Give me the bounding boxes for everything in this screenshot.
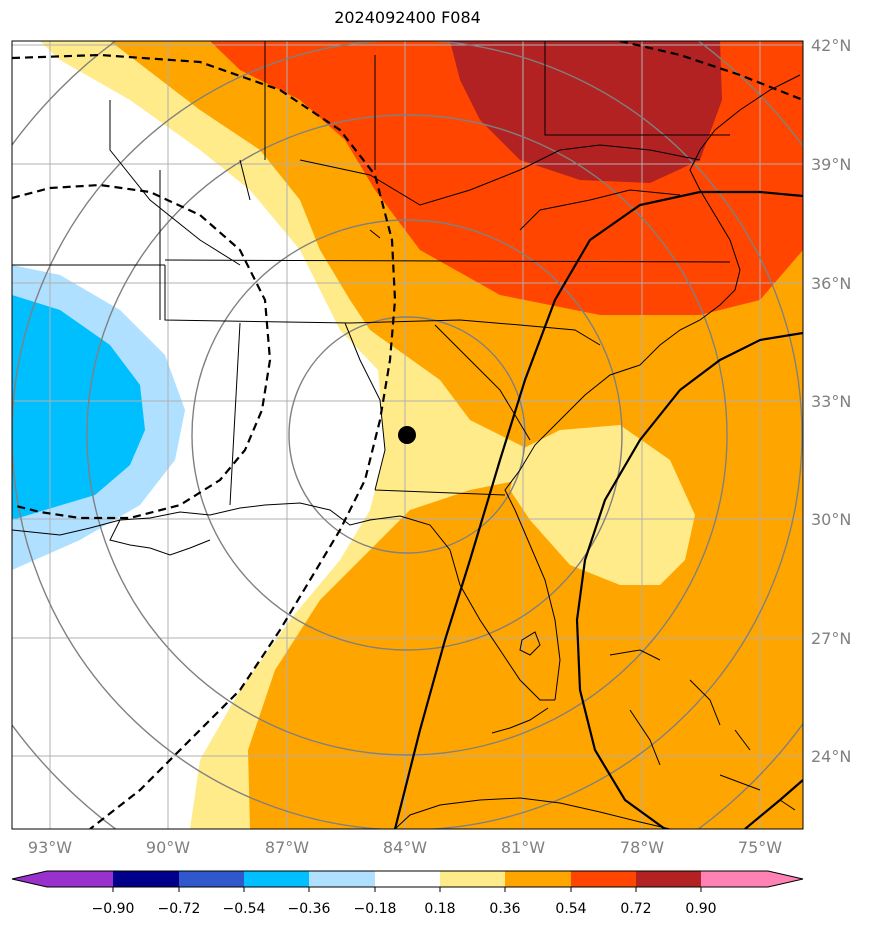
colorbar-segment [505,871,571,887]
colorbar-segment [440,871,505,887]
colorbar-label: 0.18 [424,901,455,917]
colorbar-segment [636,871,701,887]
colorbar-segment [768,871,803,887]
colorbar-segment [113,871,179,887]
map-frame [11,40,804,830]
atlantic-coast [504,74,801,701]
latitude-tick-label: 30°N [811,510,851,529]
map-title: 2024092400 F084 [334,8,481,27]
texas-louisiana-coast [109,519,211,556]
colorbar-label: 0.72 [620,901,651,917]
range-ring [191,219,623,651]
coastlines-and-borders [12,41,801,829]
dashed-contour-top-right [619,41,803,102]
colorbar-outline [11,870,804,888]
longitude-tick-label: 75°W [738,838,782,857]
latitude-tick-label: 42°N [811,36,851,55]
longitude-tick-label: 78°W [620,838,664,857]
dashed-contour-outer [12,53,397,829]
longitude-tick-label: 93°W [28,838,72,857]
colorbar-label: −0.72 [158,901,201,917]
contour-fills [12,41,803,829]
colorbar: −0.90 −0.72 −0.54 −0.36 −0.18 0.18 0.36 … [11,870,804,917]
range-ring [86,114,728,756]
range-ring [288,316,526,554]
colorbar-label: −0.54 [223,901,266,917]
colorbar-segment [701,871,768,887]
longitude-tick-label: 84°W [383,838,427,857]
latitude-tick-label: 24°N [811,747,851,766]
latitude-axis: 42°N 39°N 36°N 33°N 30°N 27°N 24°N [811,36,851,766]
range-ring [12,41,803,829]
latitude-tick-label: 27°N [811,629,851,648]
longitude-tick-label: 81°W [501,838,545,857]
colorbar-label: 0.36 [489,901,520,917]
fill-dark-red [450,41,722,183]
cuba-coast [394,797,671,829]
lake-okeechobee [519,631,541,656]
contour-lines [12,41,803,829]
solid-contour-1 [393,190,803,829]
gulf-coast [12,502,555,701]
florida-keys [491,707,549,734]
bahamas [609,649,796,811]
longitude-tick-label: 87°W [265,838,309,857]
latitude-tick-label: 39°N [811,155,851,174]
colorbar-label: 0.90 [685,901,716,917]
state-borders [12,41,731,506]
colorbar-segment [571,871,636,887]
longitude-axis: 93°W 90°W 87°W 84°W 81°W 78°W 75°W [28,838,782,857]
longitude-tick-label: 90°W [146,838,190,857]
colorbar-label: −0.18 [354,901,397,917]
colorbar-label: −0.36 [288,901,331,917]
latitude-tick-label: 33°N [811,392,851,411]
colorbar-label: 0.54 [555,901,586,917]
gridlines [12,41,803,829]
colorbar-segment [309,871,375,887]
latitude-tick-label: 36°N [811,274,851,293]
colorbar-label: −0.90 [92,901,135,917]
colorbar-segment [12,871,47,887]
storm-center-marker [398,426,416,444]
colorbar-segment [244,871,309,887]
fill-cyan [12,295,145,520]
colorbar-segment [375,871,440,887]
colorbar-segment [47,871,113,887]
colorbar-segment [179,871,244,887]
solid-contour-2 [575,331,803,829]
